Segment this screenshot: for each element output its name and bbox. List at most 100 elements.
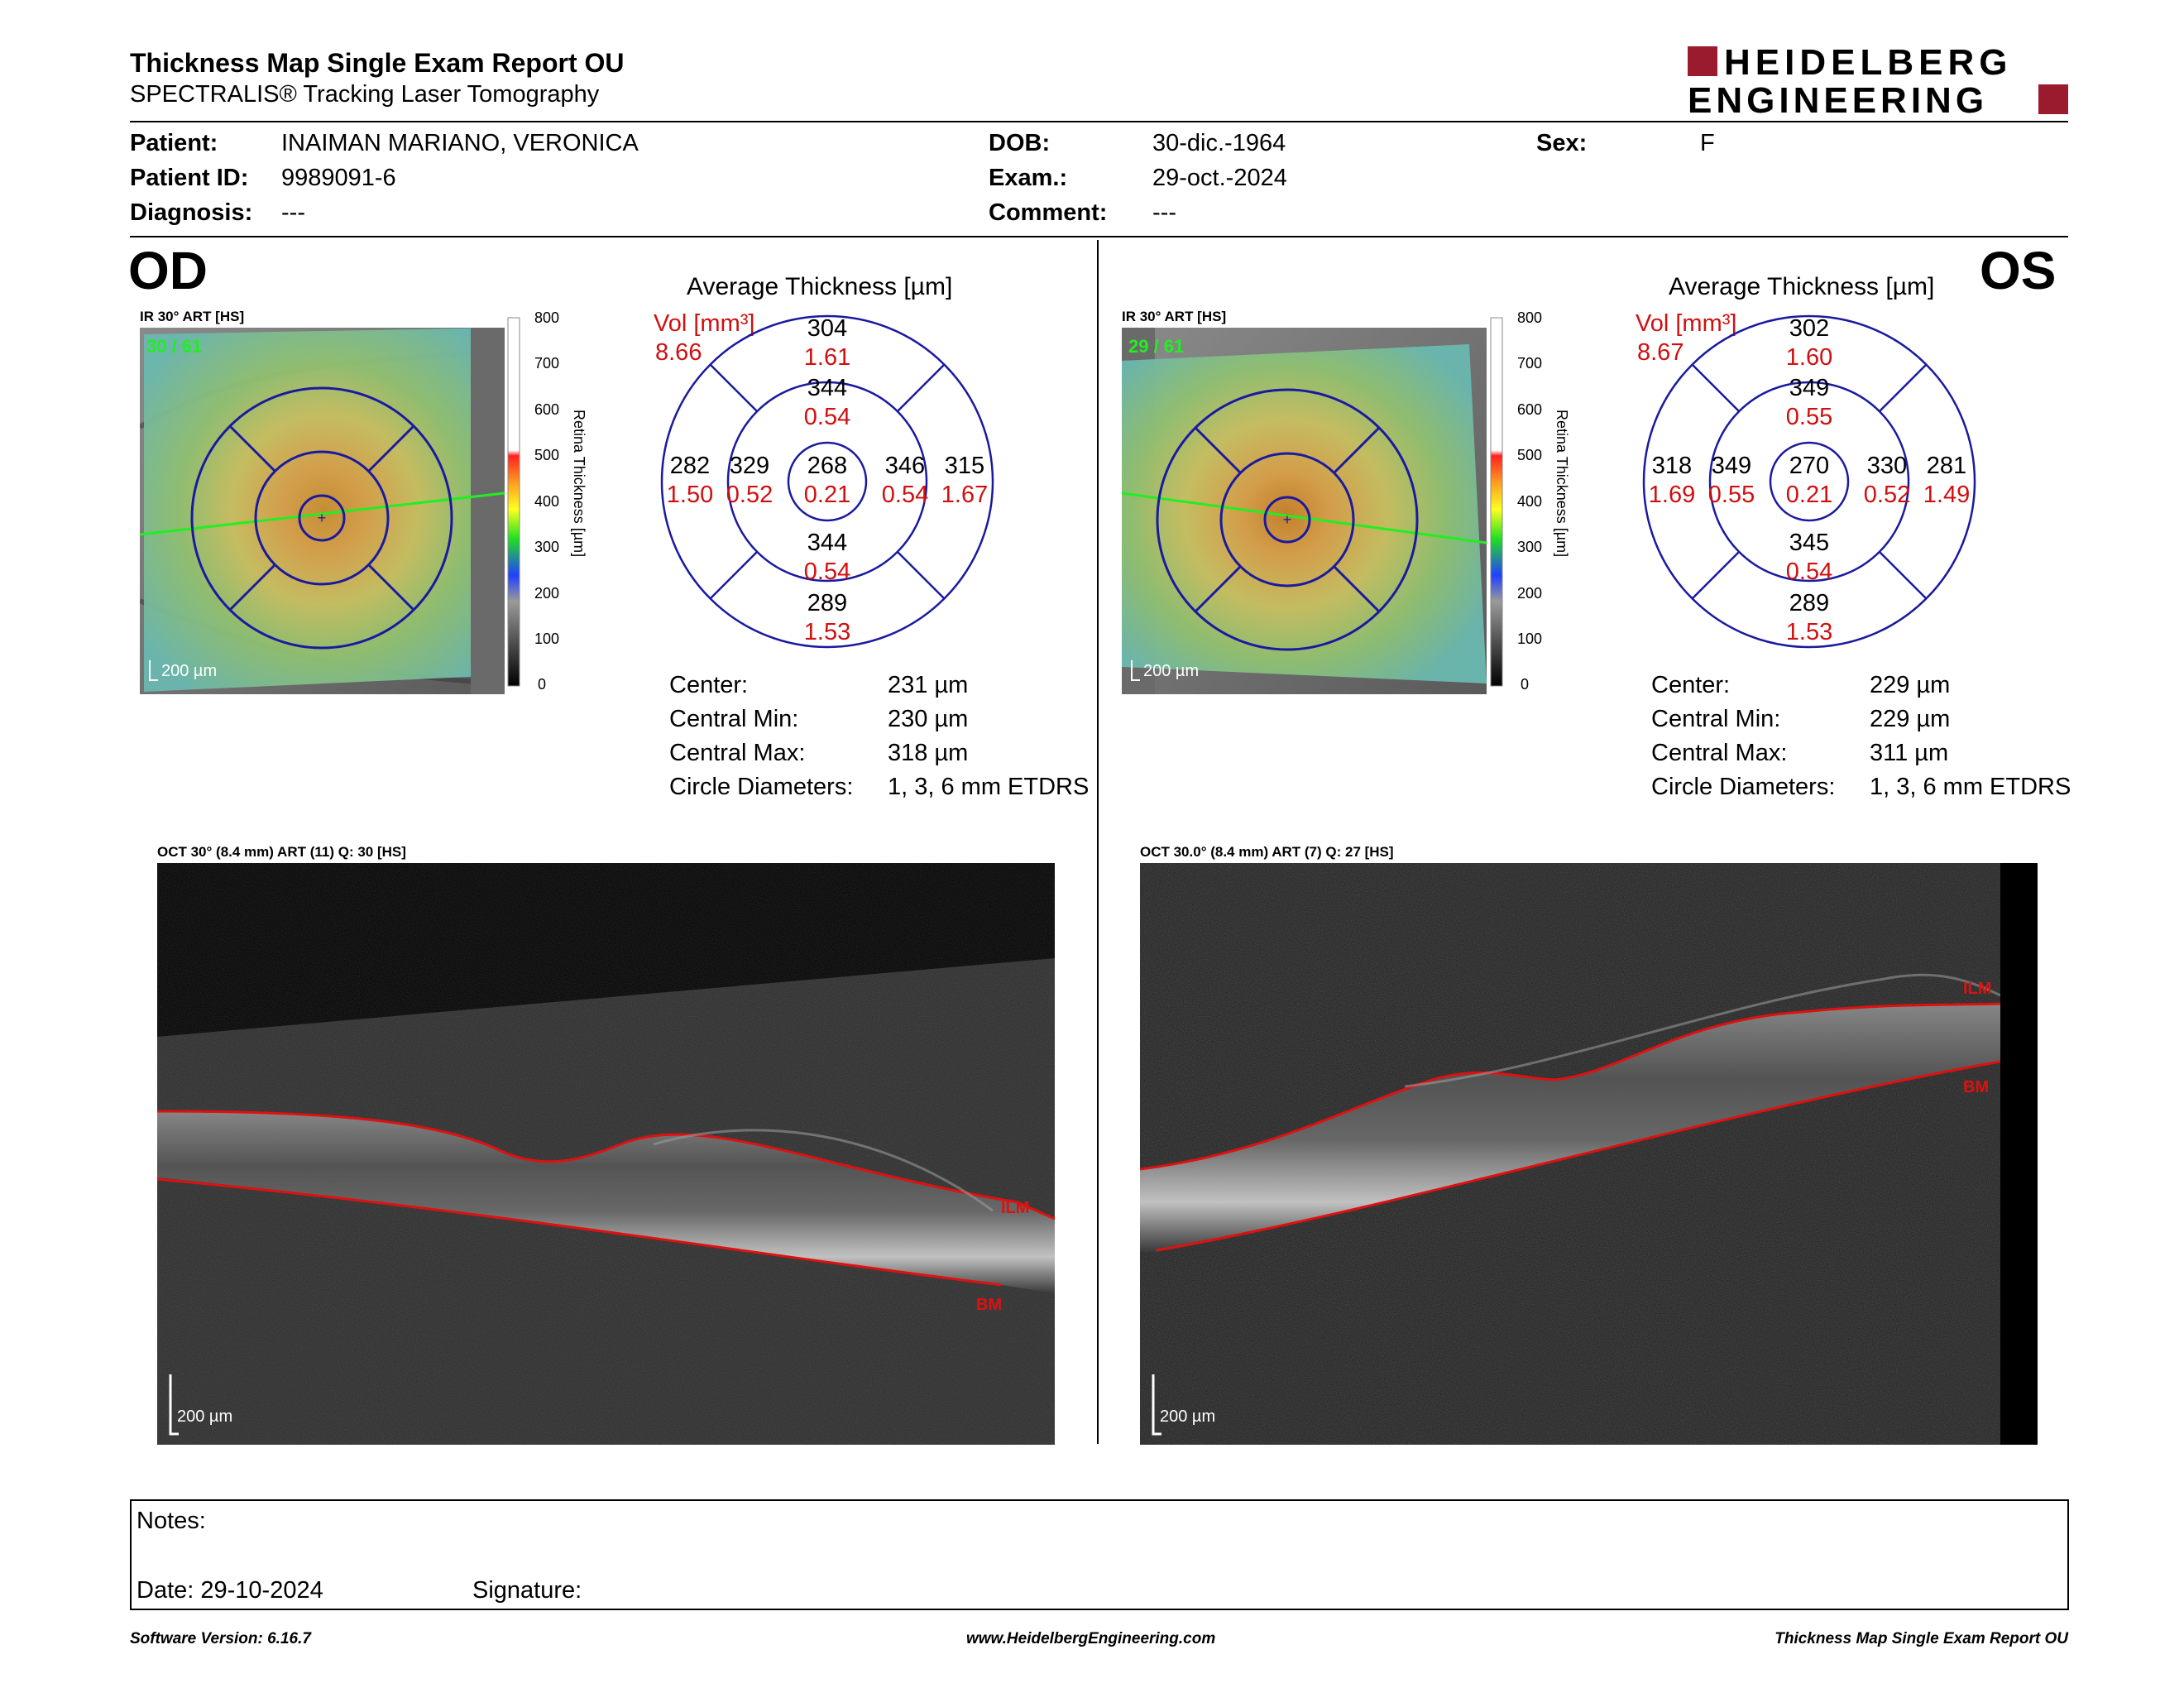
os-outer-sup-volume: 1.60: [1786, 344, 1832, 371]
od-inner-right-volume: 0.54: [882, 482, 928, 508]
od-inner-sup-volume: 0.54: [804, 404, 850, 430]
od-avg-title: Average Thickness [µm]: [687, 273, 953, 300]
exam-label: Exam.:: [989, 165, 1068, 191]
patient-label: Patient:: [130, 130, 218, 156]
colorbar-tick: 100: [534, 631, 559, 647]
os-eye-label: OS: [1980, 241, 2057, 300]
od-eye-label: OD: [128, 241, 208, 300]
os-outer-left-thickness: 318: [1652, 453, 1692, 479]
od-vol-label: Vol [mm³]: [654, 310, 754, 337]
os-diam-value: 1, 3, 6 mm ETDRS: [1870, 774, 2071, 800]
od-frame-count: 30 / 61: [146, 336, 202, 357]
od-inner-left-volume: 0.52: [726, 482, 773, 508]
logo-line2: ENGINEERING: [1688, 80, 1988, 117]
colorbar-tick: 600: [1517, 401, 1542, 418]
os-frame-count: 29 / 61: [1128, 336, 1184, 357]
colorbar-tick: 500: [1517, 447, 1542, 463]
svg-text:+: +: [318, 510, 327, 526]
os-max-label: Central Max:: [1651, 740, 1788, 766]
od-inner-left-thickness: 329: [730, 453, 769, 479]
colorbar-tick: 300: [534, 539, 559, 555]
dob-label: DOB:: [989, 130, 1051, 156]
header-divider: [130, 121, 2068, 122]
heidelberg-logo: HEIDELBERG ENGINEERING: [1688, 43, 2068, 117]
os-bm-line: [1156, 1060, 2001, 1252]
od-scan-line: [140, 492, 505, 536]
colorbar-tick: 200: [1517, 585, 1542, 602]
od-max-value: 318 µm: [888, 740, 969, 766]
od-ilm-label: ILM: [1001, 1199, 1029, 1217]
os-ilm-line: [1140, 1002, 2001, 1171]
svg-text:+: +: [1283, 511, 1292, 528]
colorbar-tick: 700: [534, 355, 559, 372]
od-outer-inf-volume: 1.53: [804, 619, 850, 645]
os-oct-bscan: ILM BM 200 µm: [1140, 863, 2038, 1445]
os-inner-inf-thickness: 345: [1789, 530, 1829, 556]
colorbar-tick: 100: [1517, 631, 1542, 647]
os-inner-right-volume: 0.52: [1864, 482, 1910, 508]
notes-label: Notes:: [136, 1508, 206, 1534]
os-outer-sup-thickness: 302: [1789, 315, 1829, 342]
footer-website[interactable]: www.HeidelbergEngineering.com: [966, 1630, 1216, 1647]
os-min-label: Central Min:: [1651, 706, 1781, 732]
od-outer-sup-thickness: 304: [807, 315, 847, 342]
os-outer-left-volume: 1.69: [1649, 482, 1695, 508]
od-etdrs-grid: Vol [mm³] 8.66 304 1.61 344 0.54 268 0.2…: [654, 310, 994, 649]
os-outer-inf-volume: 1.53: [1786, 619, 1832, 645]
os-bm-label: BM: [1963, 1078, 1989, 1096]
os-scan-line: [1122, 492, 1487, 544]
os-vol-label: Vol [mm³]: [1636, 310, 1736, 337]
notes-box[interactable]: Notes: Date: 29-10-2024 Signature:: [130, 1499, 2069, 1610]
logo-line1: HEIDELBERG: [1724, 43, 2012, 83]
od-inner-inf-thickness: 344: [807, 530, 847, 556]
os-outer-inf-thickness: 289: [1789, 590, 1829, 616]
diagnosis-value: ---: [281, 199, 305, 226]
os-min-value: 229 µm: [1870, 706, 1951, 732]
exam-value: 29-oct.-2024: [1152, 165, 1287, 191]
od-outer-right-thickness: 315: [945, 453, 984, 479]
colorbar-tick: 300: [1517, 539, 1542, 555]
os-center-value: 229 µm: [1870, 672, 1951, 698]
notes-date: Date: 29-10-2024: [136, 1577, 323, 1604]
colorbar-tick: 700: [1517, 355, 1542, 372]
os-map-scale: 200 µm: [1143, 662, 1199, 680]
od-bm-line: [157, 1177, 1002, 1287]
os-diam-label: Circle Diameters:: [1651, 774, 1836, 800]
sex-value: F: [1700, 130, 1715, 156]
od-center-value: 231 µm: [888, 672, 969, 698]
os-inner-sup-volume: 0.55: [1786, 404, 1832, 430]
footer-report: Thickness Map Single Exam Report OU: [1774, 1630, 2068, 1647]
od-max-label: Central Max:: [669, 740, 806, 766]
patient-name: INAIMAN MARIANO, VERONICA: [281, 130, 639, 156]
colorbar-tick: 400: [1517, 493, 1542, 510]
colorbar-tick: 500: [534, 447, 559, 463]
notes-signature-label: Signature:: [472, 1577, 582, 1604]
os-oct-scale: 200 µm: [1160, 1407, 1215, 1426]
os-center-label: Center:: [1651, 672, 1731, 698]
sex-label: Sex:: [1536, 130, 1588, 156]
od-inner-sup-thickness: 344: [807, 375, 847, 401]
eye-separator: [1097, 240, 1099, 1444]
os-outer-right-volume: 1.49: [1923, 482, 1970, 508]
comment-value: ---: [1152, 199, 1176, 226]
os-colorbar: 800 700 600 500 400 300 200 100 0 Retina…: [1490, 309, 1570, 693]
os-oct-caption: OCT 30.0° (8.4 mm) ART (7) Q: 27 [HS]: [1140, 844, 1394, 860]
colorbar-tick: 600: [534, 401, 559, 418]
os-ilm-label: ILM: [1963, 980, 1991, 998]
os-max-value: 311 µm: [1870, 740, 1949, 766]
od-ilm-line: [157, 1110, 1055, 1220]
colorbar-tick: 0: [1521, 676, 1529, 693]
report-subtitle: SPECTRALIS® Tracking Laser Tomography: [130, 81, 600, 108]
os-outer-right-thickness: 281: [1927, 453, 1966, 479]
patient-id: 9989091-6: [281, 165, 396, 191]
od-outer-inf-thickness: 289: [807, 590, 847, 616]
os-vol-value: 8.67: [1637, 339, 1684, 366]
od-diam-value: 1, 3, 6 mm ETDRS: [888, 774, 1090, 800]
od-center-label: Center:: [669, 672, 749, 698]
diagnosis-label: Diagnosis:: [130, 199, 253, 226]
od-oct-bscan: ILM BM 200 µm: [157, 863, 1055, 1445]
od-outer-sup-volume: 1.61: [804, 344, 850, 371]
od-center-volume: 0.21: [804, 482, 850, 508]
od-min-value: 230 µm: [888, 706, 969, 732]
colorbar-tick: 0: [538, 676, 546, 693]
